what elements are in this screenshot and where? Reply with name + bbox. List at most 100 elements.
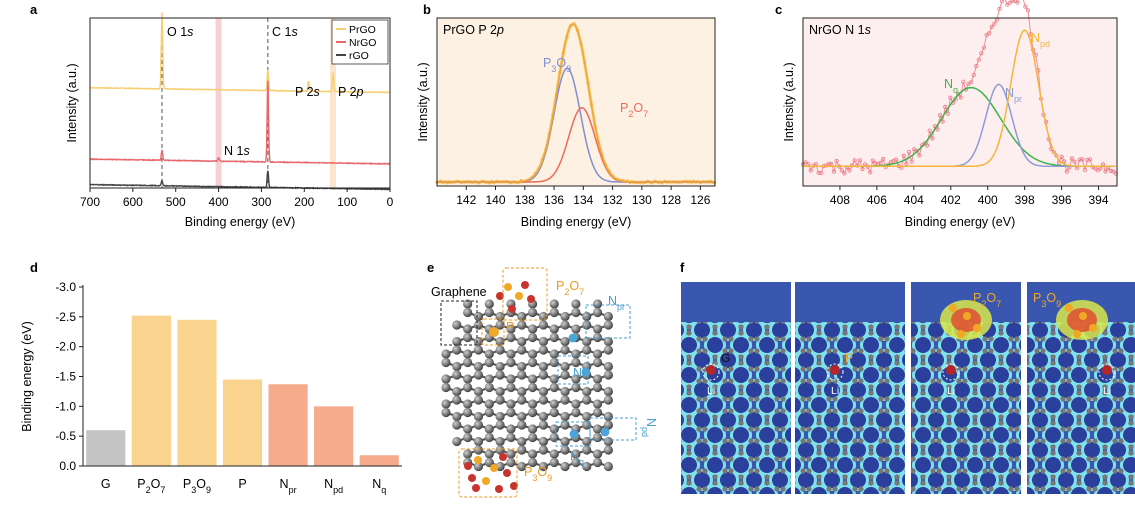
carbon-atom	[592, 424, 603, 434]
carbon-atom	[506, 382, 516, 393]
carbon-atom	[582, 461, 592, 472]
raw-data-point	[1062, 159, 1067, 164]
carbon-atom	[582, 336, 592, 347]
li-site-ring	[942, 363, 960, 381]
carbon-atom	[592, 457, 603, 468]
panel-a-survey-xps: 700 600 500 400 300 200 100 0 Binding energy (eV…	[65, 12, 394, 229]
raw-data-point	[922, 141, 927, 146]
legend-entry: NrGO	[349, 37, 376, 49]
carbon-atom	[495, 336, 505, 347]
carbon-atom	[582, 411, 592, 422]
carbon-atom	[549, 432, 559, 443]
carbon-atom	[538, 370, 549, 380]
plot-frame	[89, 17, 391, 189]
graphene-box	[440, 300, 478, 346]
carbon-atom	[571, 374, 581, 384]
bar-g	[86, 430, 126, 466]
carbon-atom	[560, 386, 570, 397]
raw-data-point	[852, 158, 857, 163]
x-tick-label: 500	[166, 195, 186, 209]
carbon-atom	[528, 382, 538, 393]
x-tick-label: 200	[294, 195, 314, 209]
raw-data-point	[974, 63, 979, 69]
carbon-atom	[517, 311, 527, 322]
raw-data-point	[1080, 157, 1085, 162]
annotation-n1s: N 1s	[224, 144, 250, 158]
carbon-atom	[484, 407, 494, 418]
li-site-ring	[702, 363, 720, 381]
x-category-label: Npr	[280, 477, 297, 495]
carbon-atom	[560, 461, 570, 472]
li-site-ring	[1098, 363, 1116, 381]
carbon-atom	[592, 299, 603, 309]
raw-data-point	[1028, 32, 1033, 37]
carbon-atom	[560, 336, 570, 347]
carbon-atom	[517, 461, 527, 472]
carbon-atom	[452, 345, 462, 355]
carbon-atom	[463, 357, 473, 368]
adsorbate-atom	[957, 330, 965, 338]
highlight-band	[215, 18, 222, 188]
li-atom	[830, 365, 840, 375]
x-tick-label: 100	[337, 195, 357, 209]
carbon-atom	[538, 445, 549, 455]
raw-data-point	[870, 158, 875, 163]
legend-entry: PrGO	[349, 24, 376, 36]
nitrogen-atom	[600, 427, 610, 437]
carbon-atom	[549, 332, 559, 343]
carbon-atom	[603, 320, 613, 330]
carbon-atom	[571, 299, 581, 309]
x-tick-label: 136	[544, 193, 564, 207]
bar-nq	[359, 455, 399, 466]
carbon-atom	[473, 311, 484, 322]
fit-curve-fit	[437, 23, 715, 183]
carbon-atom	[506, 324, 516, 334]
carbon-atom	[484, 382, 494, 393]
series-line-prgo	[90, 12, 391, 94]
raw-data-point	[1111, 169, 1116, 174]
p3o9-atom	[464, 462, 472, 470]
x-axis-label: Binding energy (eV)	[905, 215, 1015, 229]
plot-background	[803, 18, 1117, 186]
carbon-atom	[560, 445, 570, 455]
carbon-atom	[582, 395, 592, 405]
raw-data-point	[857, 158, 863, 163]
dft-tile-2: Li P	[795, 282, 905, 494]
raw-data-point	[1023, 4, 1028, 9]
label-p2o7: P2O7	[556, 279, 584, 297]
carbon-atom	[592, 324, 603, 334]
carbon-atom	[538, 311, 549, 322]
carbon-atom	[484, 424, 494, 434]
panel-letter-f: f	[680, 260, 685, 275]
nitrogen-atom	[568, 333, 578, 343]
carbon-atom	[484, 299, 494, 309]
li-atom	[1102, 365, 1112, 375]
carbon-atom	[571, 457, 581, 468]
raw-data-point	[1077, 157, 1082, 162]
carbon-atom	[506, 349, 516, 359]
raw-data-point	[968, 80, 974, 85]
series-line-rgo	[89, 170, 391, 191]
label-npd: Npd	[640, 418, 658, 437]
panel-letter-b: b	[423, 2, 431, 17]
carbon-atom	[592, 374, 603, 384]
p3o9-atom	[495, 485, 503, 493]
panel-letter-d: d	[30, 260, 38, 275]
p3o9-atom	[510, 482, 518, 490]
li-atom	[946, 365, 956, 375]
panel-d-binding-energy-bars: 0.0 -0.5 -1.0 -1.5 -2.0 -2.5 -3.0 G P2O7 P3O9 P Npr…	[20, 280, 402, 495]
phosphorus-atom	[489, 327, 499, 337]
npr-box	[585, 304, 631, 339]
raw-data-point	[1000, 0, 1005, 4]
p3o9-atom	[503, 469, 511, 477]
x-tick-label: 402	[941, 193, 961, 207]
p2o7-atom	[515, 292, 523, 300]
p2o7-atom	[521, 281, 529, 289]
carbon-atom	[506, 332, 516, 343]
carbon-atom	[463, 399, 473, 409]
y-tick-label: -1.0	[55, 399, 76, 413]
carbon-atom	[463, 299, 473, 309]
adsorbate-atom	[949, 304, 957, 312]
